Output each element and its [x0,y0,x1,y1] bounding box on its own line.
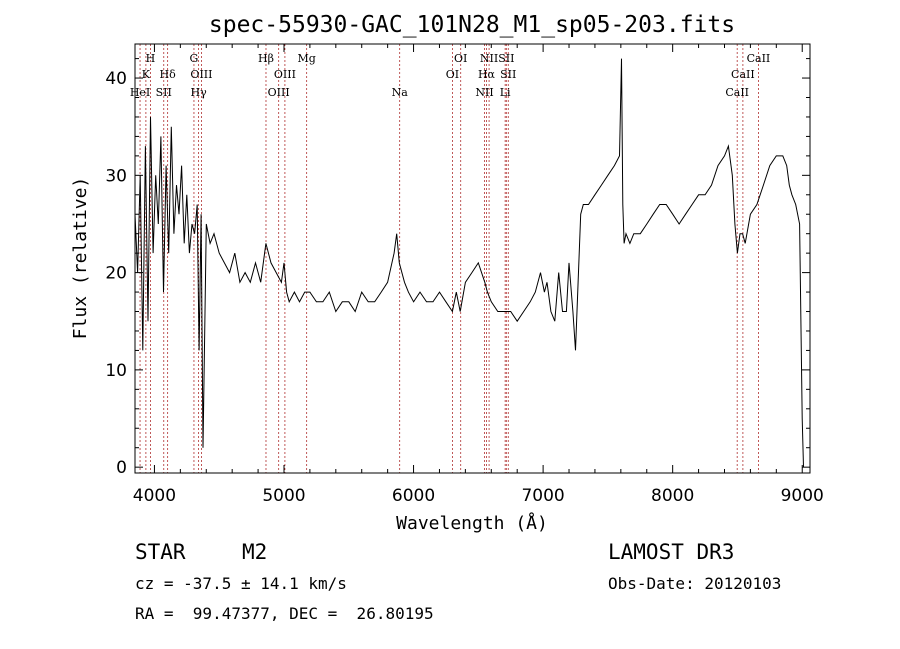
chart-title: spec-55930-GAC_101N28_M1_sp05-203.fits [209,12,735,38]
line-label-17: NII [480,52,498,65]
line-label-21: CaII [725,86,749,99]
line-label-19: SII [498,52,514,65]
emission-line-labels: HeIKHSIIHδGHγOIIIHβOIIIOIIIMgNaOIOINIIHα… [130,52,770,99]
line-label-12: Na [392,86,409,99]
y-tick-label-4: 40 [105,69,127,89]
line-label-22: CaII [731,68,755,81]
observation-date: Obs-Date: 20120103 [608,574,782,593]
line-label-1: K [142,68,151,81]
y-axis-ticks: 0 10 20 30 40 [105,58,810,478]
flux-series-line [134,58,804,468]
y-tick-label-0: 0 [116,458,127,478]
survey-name: LAMOST DR3 [608,540,735,564]
x-tick-label-4: 8000 [651,486,694,506]
coordinates-readout: RA = 99.47377, DEC = 26.80195 [135,604,434,623]
line-label-7: OIII [190,68,212,81]
x-tick-label-0: 4000 [133,486,176,506]
line-label-8: Hβ [258,52,274,65]
x-tick-label-5: 9000 [781,486,824,506]
line-label-10: OIII [274,68,296,81]
line-label-4: Hδ [160,68,177,81]
line-label-18: Li [500,86,511,99]
object-subclass: M2 [242,540,268,564]
y-tick-label-2: 20 [105,264,127,284]
x-tick-label-3: 7000 [521,486,564,506]
x-tick-label-2: 6000 [392,486,435,506]
emission-line-markers [139,44,759,473]
line-label-2: H [146,52,156,65]
y-tick-label-1: 10 [105,361,127,381]
line-label-13: OI [446,68,459,81]
line-label-6: Hγ [191,86,208,99]
object-class: STAR [135,540,186,564]
y-tick-label-3: 30 [105,166,127,186]
x-axis-label: Wavelength (Å) [396,512,548,534]
line-label-16: Hα [478,68,496,81]
line-label-23: CaII [747,52,771,65]
line-label-3: SII [156,86,172,99]
y-axis-label: Flux (relative) [70,177,91,340]
line-label-9: OIII [268,86,290,99]
line-label-11: Mg [298,52,316,65]
line-label-5: G [190,52,199,65]
redshift-readout: cz = -37.5 ± 14.1 km/s [135,574,347,593]
line-label-20: SII [500,68,516,81]
line-label-14: OI [454,52,467,65]
x-tick-label-1: 5000 [262,486,305,506]
line-label-15: NII [475,86,493,99]
line-label-0: HeI [130,86,150,99]
plot-frame [134,43,811,474]
x-axis-ticks: 4000 5000 6000 7000 8000 9000 [133,44,824,506]
